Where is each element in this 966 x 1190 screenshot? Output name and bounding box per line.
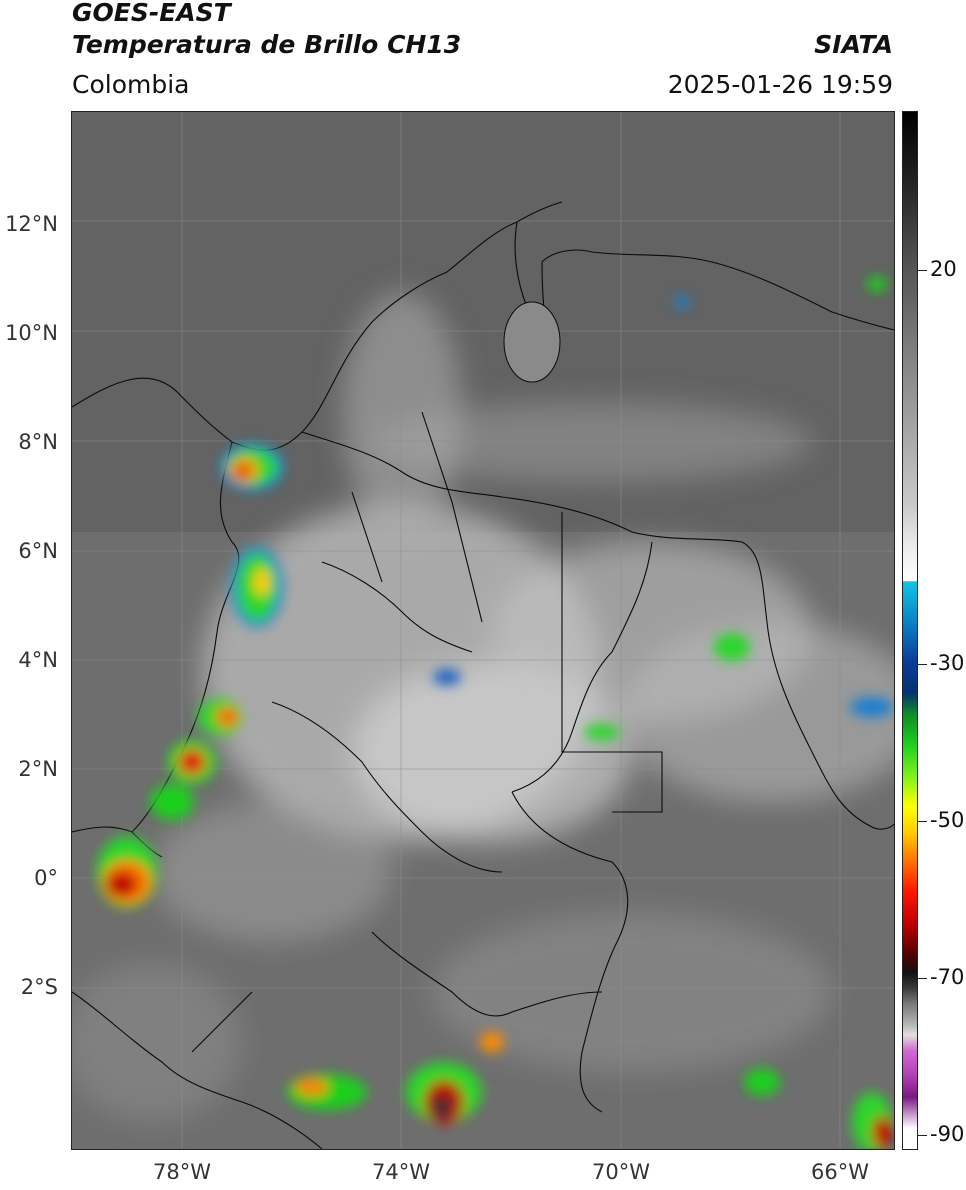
satellite-imagery bbox=[72, 112, 894, 1149]
lat-tick-2s: 2°S bbox=[20, 975, 58, 999]
colorbar-label-minus70: -70 bbox=[930, 965, 965, 989]
colorbar-tick bbox=[917, 270, 927, 271]
lat-tick-2n: 2°N bbox=[18, 757, 58, 781]
satellite-map[interactable] bbox=[71, 111, 895, 1150]
colorbar-tick bbox=[917, 821, 927, 822]
colorbar-label-minus50: -50 bbox=[930, 808, 965, 832]
organization-label: SIATA bbox=[814, 30, 893, 59]
lat-tick-10n: 10°N bbox=[5, 321, 58, 345]
colorbar-label-minus90: -90 bbox=[930, 1122, 965, 1146]
lat-tick-6n: 6°N bbox=[18, 539, 58, 563]
colorbar-tick bbox=[917, 1135, 927, 1136]
lon-tick-70w: 70°W bbox=[592, 1160, 650, 1184]
cloud-field bbox=[72, 292, 894, 1122]
lat-tick-12n: 12°N bbox=[5, 212, 58, 236]
title-satellite: GOES-EAST bbox=[72, 0, 231, 27]
lon-tick-74w: 74°W bbox=[372, 1160, 430, 1184]
convective-storms bbox=[97, 276, 894, 1149]
lat-tick-8n: 8°N bbox=[18, 430, 58, 454]
colorbar-tick bbox=[917, 978, 927, 979]
lon-tick-66w: 66°W bbox=[811, 1160, 869, 1184]
timestamp-label: 2025-01-26 19:59 bbox=[667, 70, 893, 99]
borders bbox=[72, 201, 894, 1149]
lat-tick-0: 0° bbox=[34, 866, 58, 890]
colorbar bbox=[902, 111, 918, 1150]
colorbar-tick bbox=[917, 664, 927, 665]
lake-maracaibo bbox=[503, 301, 561, 383]
title-product: Temperatura de Brillo CH13 bbox=[72, 30, 462, 59]
lon-tick-78w: 78°W bbox=[153, 1160, 211, 1184]
region-label: Colombia bbox=[72, 70, 190, 99]
colorbar-label-20: 20 bbox=[930, 257, 957, 281]
colorbar-label-minus30: -30 bbox=[930, 651, 965, 675]
lat-tick-4n: 4°N bbox=[18, 648, 58, 672]
